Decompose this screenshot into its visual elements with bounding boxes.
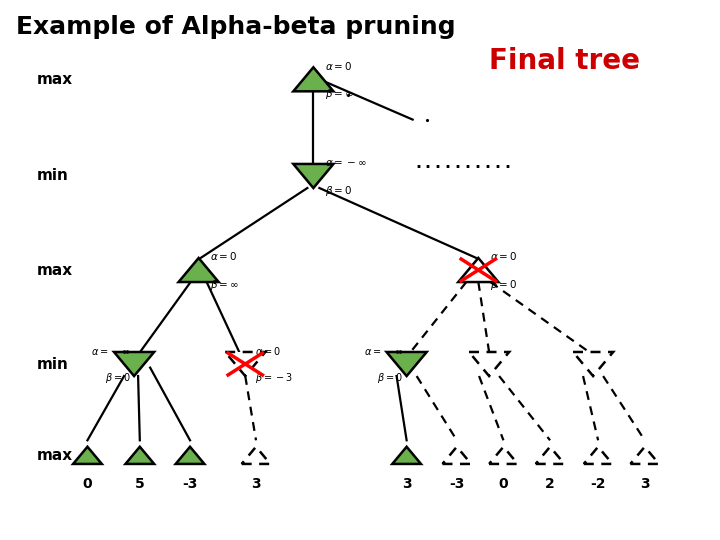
- Text: Final tree: Final tree: [489, 47, 640, 75]
- Text: $\beta = 0$: $\beta = 0$: [105, 371, 130, 385]
- Text: ..........: ..........: [414, 153, 514, 172]
- Text: 0: 0: [83, 477, 92, 491]
- Text: max: max: [37, 448, 73, 463]
- Text: $\alpha = 0$: $\alpha = 0$: [256, 345, 282, 357]
- Text: -3: -3: [449, 477, 464, 491]
- Polygon shape: [458, 258, 498, 282]
- Polygon shape: [293, 164, 333, 188]
- Text: 3: 3: [640, 477, 649, 491]
- Text: $\beta = 0$: $\beta = 0$: [377, 371, 403, 385]
- Polygon shape: [179, 258, 219, 282]
- Text: Example of Alpha-beta pruning: Example of Alpha-beta pruning: [16, 15, 455, 39]
- Polygon shape: [387, 352, 427, 376]
- Text: -2: -2: [590, 477, 606, 491]
- Polygon shape: [573, 352, 613, 376]
- Text: $\alpha = -\infty$: $\alpha = -\infty$: [325, 158, 366, 168]
- Polygon shape: [631, 447, 659, 464]
- Polygon shape: [392, 447, 421, 464]
- Text: $\beta = 0$: $\beta = 0$: [325, 184, 352, 198]
- Polygon shape: [242, 447, 270, 464]
- Text: 2: 2: [545, 477, 555, 491]
- Text: $\alpha = -\infty$: $\alpha = -\infty$: [364, 347, 403, 357]
- Text: min: min: [37, 356, 69, 372]
- Text: max: max: [37, 262, 73, 278]
- Text: $\beta = 0$: $\beta = 0$: [490, 278, 517, 292]
- Text: max: max: [37, 72, 73, 87]
- Polygon shape: [443, 447, 471, 464]
- Polygon shape: [584, 447, 613, 464]
- Text: 3: 3: [251, 477, 261, 491]
- Text: min: min: [37, 168, 69, 184]
- Polygon shape: [176, 447, 204, 464]
- Text: $\alpha = 0$: $\alpha = 0$: [490, 251, 517, 262]
- Polygon shape: [225, 352, 266, 376]
- Text: 3: 3: [402, 477, 411, 491]
- Text: $\beta = \infty$: $\beta = \infty$: [210, 278, 239, 292]
- Text: -3: -3: [182, 477, 198, 491]
- Text: $\alpha = -\infty$: $\alpha = -\infty$: [91, 347, 130, 357]
- Text: $\alpha = 0$: $\alpha = 0$: [325, 60, 352, 72]
- Text: 5: 5: [135, 477, 145, 491]
- Text: 0: 0: [499, 477, 508, 491]
- Polygon shape: [469, 352, 509, 376]
- Polygon shape: [114, 352, 154, 376]
- Polygon shape: [536, 447, 564, 464]
- Text: $\alpha = 0$: $\alpha = 0$: [210, 251, 238, 262]
- Text: $\beta = \infty$: $\beta = \infty$: [325, 87, 354, 101]
- Text: $\beta = -3$: $\beta = -3$: [256, 371, 293, 385]
- Polygon shape: [293, 68, 333, 91]
- Polygon shape: [489, 447, 518, 464]
- Polygon shape: [73, 447, 102, 464]
- Polygon shape: [125, 447, 154, 464]
